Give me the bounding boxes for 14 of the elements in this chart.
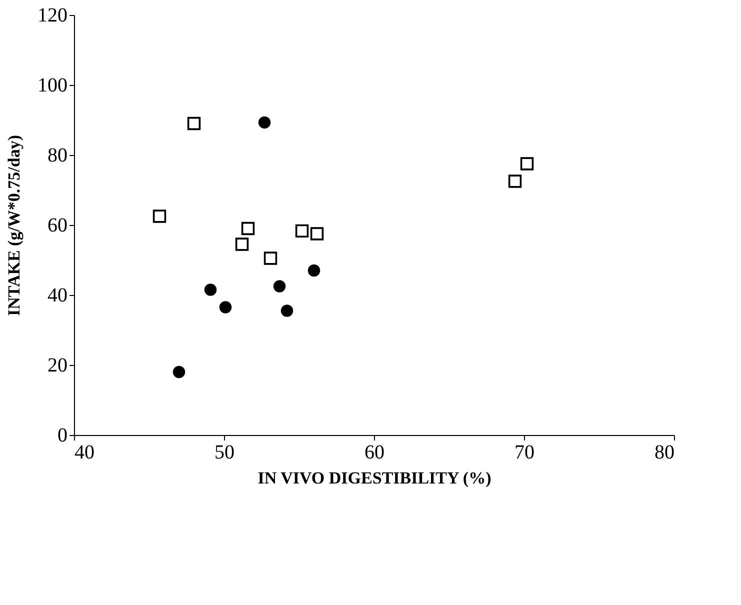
y-tick-label: 120 [38,4,68,26]
x-tick-label: 40 [74,442,94,464]
y-tick-label: 100 [38,74,68,96]
y-axis-title: INTAKE (g/W*0.75/day) [4,134,24,316]
x-tick-label: 70 [514,442,534,464]
y-tick-label: 80 [48,144,68,166]
x-tick-label: 60 [364,442,384,464]
y-tick-label: 60 [48,214,68,236]
x-tick-label: 50 [214,442,234,464]
y-tick-label: 20 [48,354,68,376]
x-axis-title: IN VIVO DIGESTIBILITY (%) [258,468,492,488]
y-tick-label: 0 [58,424,68,446]
x-tick-label: 80 [654,442,674,464]
y-tick-label: 40 [48,284,68,306]
